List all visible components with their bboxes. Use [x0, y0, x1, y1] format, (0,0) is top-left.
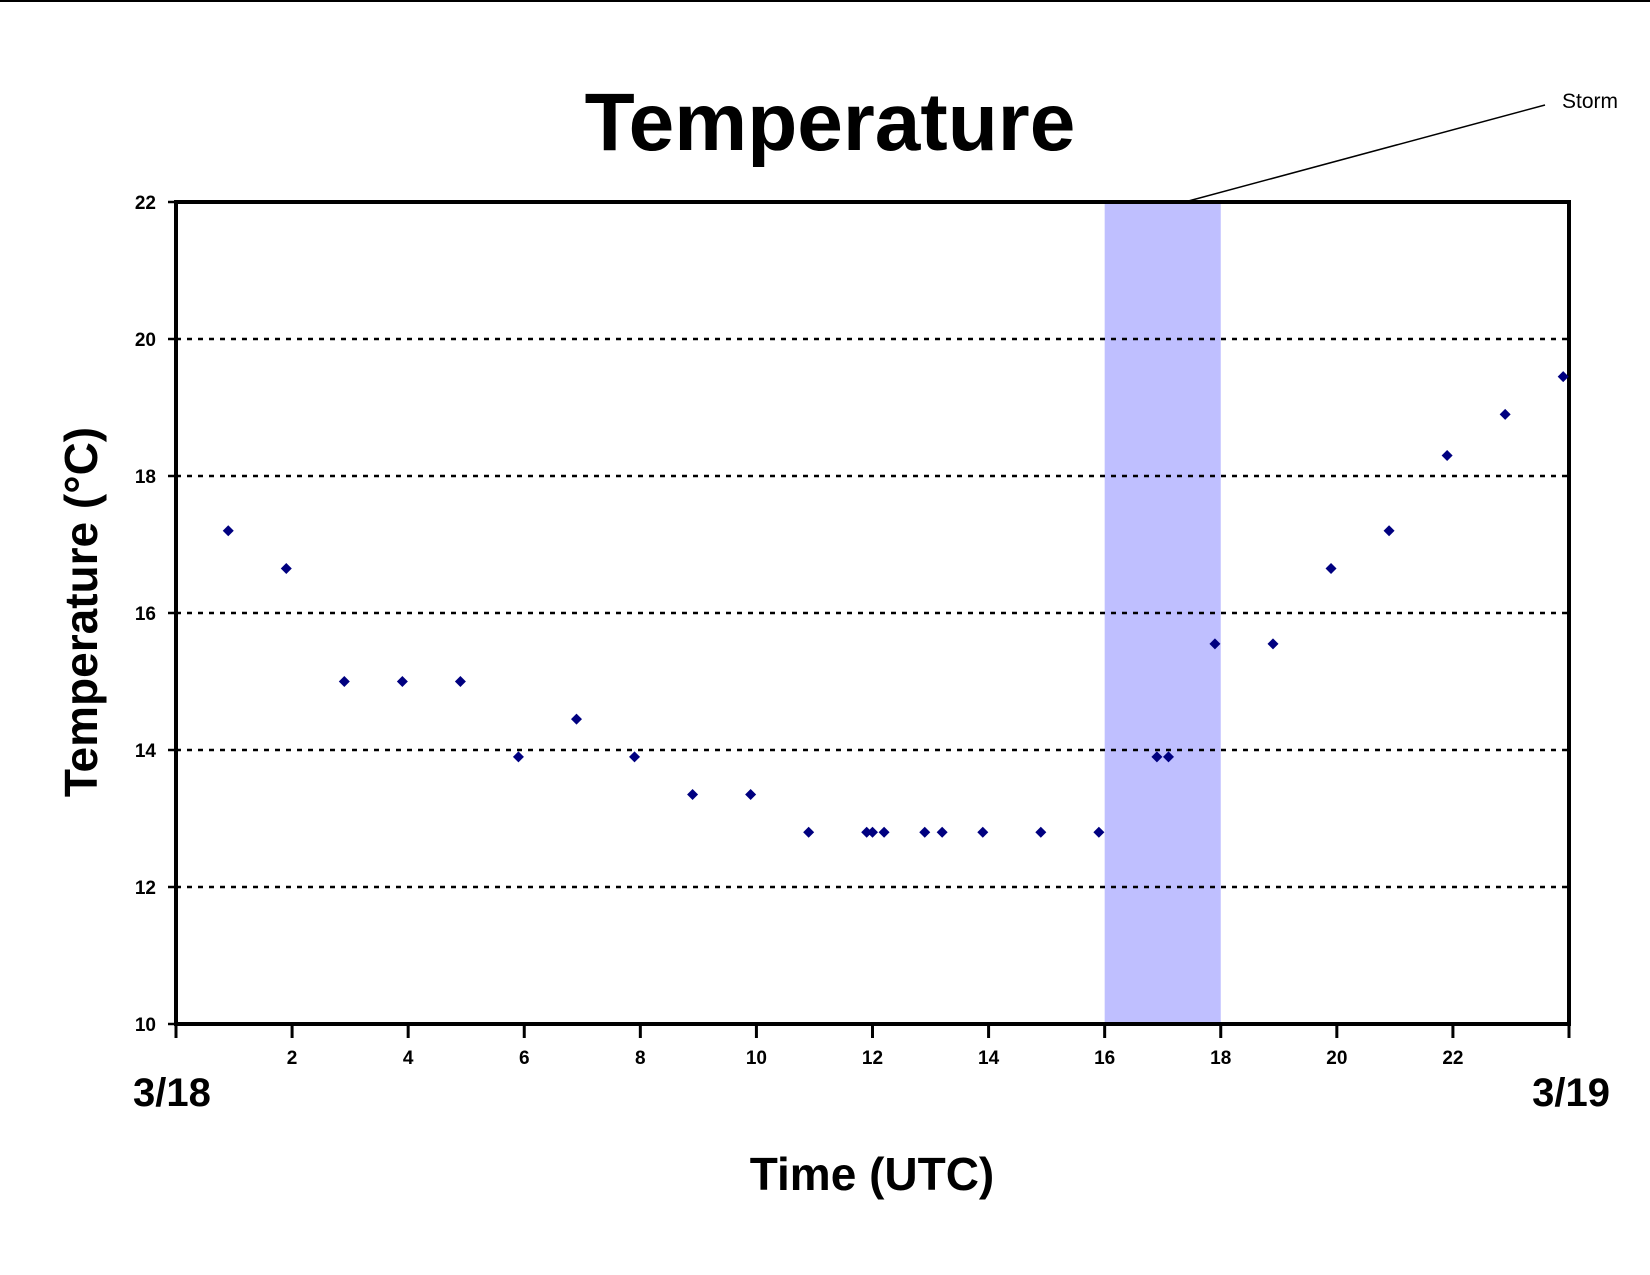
- data-point: [803, 826, 815, 838]
- y-tick-label: 10: [135, 1015, 156, 1036]
- data-point: [1499, 408, 1511, 420]
- x-tick-label: 20: [1326, 1048, 1347, 1069]
- data-point: [454, 676, 466, 687]
- data-point: [1267, 638, 1279, 650]
- data-point: [512, 751, 524, 763]
- data-point: [919, 826, 931, 838]
- data-point: [222, 525, 234, 537]
- data-point: [1035, 826, 1047, 838]
- x-tick-label: 16: [1094, 1048, 1115, 1069]
- data-point: [1209, 638, 1221, 650]
- y-axis-title: Temperature (°C): [55, 427, 107, 797]
- x-tick-label: 6: [519, 1048, 530, 1069]
- data-point: [878, 826, 890, 838]
- y-tick-label: 12: [135, 878, 156, 899]
- start-date-label: 3/18: [133, 1071, 211, 1115]
- storm-annotation-label: Storm: [1562, 90, 1618, 113]
- data-point: [1557, 371, 1569, 383]
- x-axis-title: Time (UTC): [750, 1148, 995, 1200]
- data-point: [1441, 449, 1453, 461]
- grid-layer: [176, 337, 1569, 889]
- y-axis-ticks: 10 12 14 16 18 20 22: [135, 193, 176, 1036]
- chart-title: Temperature: [585, 77, 1076, 168]
- end-date-label: 3/19: [1532, 1071, 1610, 1115]
- x-tick-label: 18: [1210, 1048, 1231, 1069]
- data-point: [280, 562, 292, 574]
- y-tick-label: 16: [135, 604, 156, 625]
- x-tick-label: 12: [862, 1048, 883, 1069]
- x-tick-label: 8: [635, 1048, 646, 1069]
- data-point: [338, 676, 350, 687]
- data-point: [629, 751, 641, 763]
- x-tick-label: 2: [287, 1048, 298, 1069]
- y-tick-label: 22: [135, 193, 156, 214]
- data-point: [745, 789, 757, 801]
- x-tick-label: 14: [978, 1048, 1000, 1069]
- x-tick-label: 10: [746, 1048, 767, 1069]
- data-point: [1151, 751, 1163, 763]
- data-point: [687, 789, 699, 801]
- data-point: [396, 676, 408, 687]
- data-point: [1325, 562, 1337, 574]
- data-point: [861, 826, 873, 838]
- data-point: [867, 826, 878, 838]
- data-point: [1093, 826, 1105, 838]
- y-tick-label: 18: [135, 467, 156, 488]
- data-points: [222, 371, 1569, 838]
- data-point: [570, 713, 582, 725]
- data-point: [1383, 525, 1395, 537]
- data-point: [977, 826, 989, 838]
- x-tick-label: 4: [403, 1048, 414, 1069]
- data-point: [1163, 751, 1175, 763]
- y-tick-label: 14: [135, 741, 157, 762]
- data-point: [936, 826, 948, 838]
- x-tick-label: 22: [1442, 1048, 1463, 1069]
- x-axis-ticks: 2 4 6 8 10 12 14 16 18 20 22: [174, 1024, 1571, 1069]
- y-tick-label: 20: [135, 330, 156, 351]
- storm-annotation-line: [1184, 104, 1546, 203]
